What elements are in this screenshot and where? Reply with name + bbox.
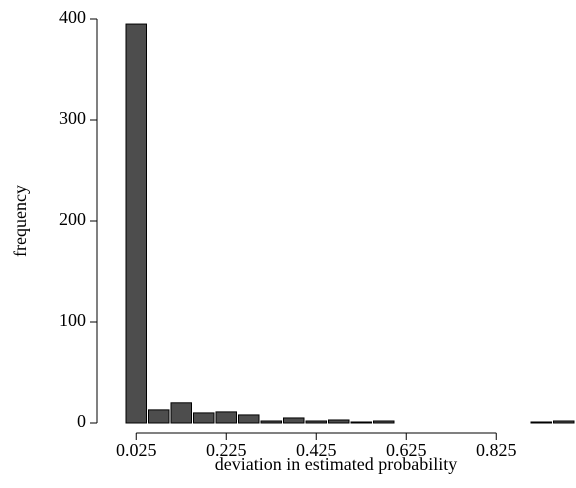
- y-tick-label: 200: [59, 209, 86, 229]
- x-axis-label: deviation in estimated probability: [215, 454, 457, 474]
- bar: [305, 420, 327, 424]
- bar: [260, 420, 282, 424]
- bar: [215, 411, 237, 424]
- bar: [328, 419, 350, 424]
- y-tick-label: 0: [77, 411, 86, 431]
- y-axis-label: frequency: [10, 185, 30, 257]
- bar: [553, 420, 575, 424]
- x-tick-label: 0.025: [116, 440, 157, 460]
- bar: [373, 420, 395, 424]
- bar: [238, 414, 260, 424]
- bar: [530, 421, 552, 424]
- bar: [170, 402, 192, 424]
- bar: [283, 417, 305, 424]
- bar: [148, 409, 170, 424]
- y-tick-label: 100: [59, 310, 86, 330]
- bar: [125, 23, 147, 424]
- x-tick-label: 0.625: [386, 440, 427, 460]
- x-tick-label: 0.225: [206, 440, 247, 460]
- bar: [193, 412, 215, 424]
- bar: [350, 421, 372, 424]
- y-tick-label: 400: [59, 7, 86, 27]
- x-tick-label: 0.825: [476, 440, 517, 460]
- x-tick-label: 0.425: [296, 440, 337, 460]
- y-tick-label: 300: [59, 108, 86, 128]
